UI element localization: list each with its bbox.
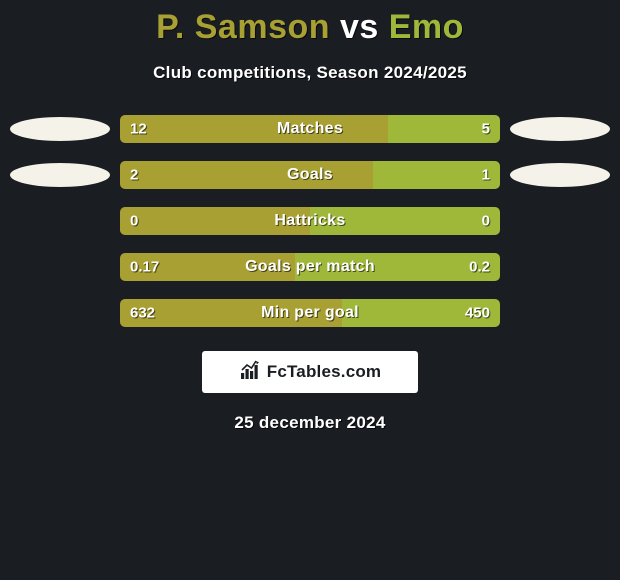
stat-value-right: 450	[465, 305, 490, 322]
marker-left	[10, 163, 110, 187]
marker-right	[510, 163, 610, 187]
stat-value-left: 2	[130, 167, 138, 184]
bar-track: 125Matches	[120, 115, 500, 143]
stat-row: 632450Min per goal	[10, 299, 610, 327]
title-player1: P. Samson	[156, 8, 330, 46]
bar-track: 00Hattricks	[120, 207, 500, 235]
stat-value-left: 632	[130, 305, 155, 322]
marker-left	[10, 209, 110, 233]
title-vs: vs	[340, 8, 379, 46]
marker-right	[510, 117, 610, 141]
marker-left	[10, 301, 110, 325]
bar-left	[120, 115, 388, 143]
stat-value-right: 1	[482, 167, 490, 184]
stat-value-right: 0.2	[469, 259, 490, 276]
marker-right	[510, 255, 610, 279]
stat-value-left: 0	[130, 213, 138, 230]
marker-left	[10, 117, 110, 141]
brand-box: FcTables.com	[202, 351, 418, 393]
stat-row: 125Matches	[10, 115, 610, 143]
stat-row: 21Goals	[10, 161, 610, 189]
stat-value-left: 0.17	[130, 259, 159, 276]
comparison-infographic: P. Samson vs Emo Club competitions, Seas…	[0, 0, 620, 580]
brand-icon	[239, 359, 263, 386]
page-title: P. Samson vs Emo	[0, 0, 620, 47]
stat-rows: 125Matches21Goals00Hattricks0.170.2Goals…	[0, 115, 620, 327]
stat-row: 00Hattricks	[10, 207, 610, 235]
title-player2: Emo	[389, 8, 464, 46]
bar-right	[310, 207, 500, 235]
marker-right	[510, 209, 610, 233]
stat-row: 0.170.2Goals per match	[10, 253, 610, 281]
subtitle: Club competitions, Season 2024/2025	[0, 63, 620, 83]
bar-track: 21Goals	[120, 161, 500, 189]
marker-right	[510, 301, 610, 325]
marker-left	[10, 255, 110, 279]
bar-left	[120, 207, 310, 235]
date-text: 25 december 2024	[0, 413, 620, 433]
bar-left	[120, 161, 373, 189]
stat-value-right: 5	[482, 121, 490, 138]
stat-value-left: 12	[130, 121, 147, 138]
bar-track: 0.170.2Goals per match	[120, 253, 500, 281]
brand-text: FcTables.com	[267, 362, 382, 382]
bar-track: 632450Min per goal	[120, 299, 500, 327]
stat-value-right: 0	[482, 213, 490, 230]
